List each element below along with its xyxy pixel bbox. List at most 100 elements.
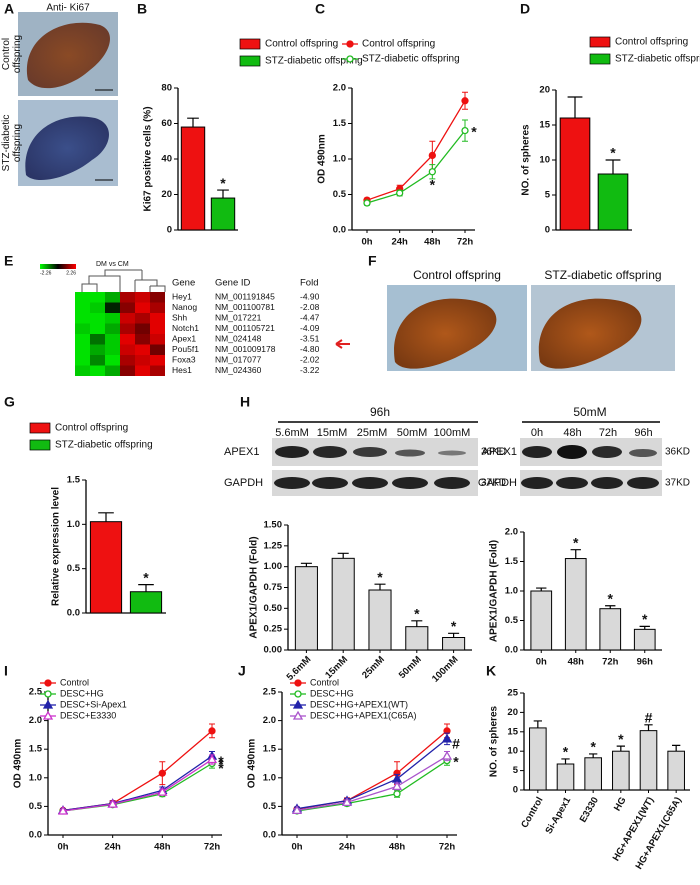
series-line (366, 100, 466, 201)
error-bar (337, 552, 349, 559)
table-cell: NM_017221 (215, 313, 262, 323)
heat-cell (120, 313, 135, 324)
table-cell: Apex1 (172, 334, 196, 344)
protein-label: APEX1 (482, 446, 517, 458)
heat-cell (75, 313, 90, 324)
series-line (296, 760, 448, 812)
bar (639, 730, 658, 791)
table-cell: -4.09 (300, 323, 320, 333)
y-tick-label: 1.25 (264, 540, 283, 551)
x-tick-label: 48h (154, 842, 171, 853)
image-label: Control offspring (413, 268, 501, 282)
heat-cell (135, 334, 150, 345)
y-tick-label: 2.0 (263, 715, 276, 726)
y-axis-label: Ki67 positive cells (%) (143, 106, 154, 211)
annotation: * (610, 145, 616, 161)
table-cell: -3.22 (300, 365, 320, 375)
table-header: Gene ID (215, 278, 251, 289)
y-tick-label: 15 (539, 120, 550, 131)
legend-swatch (239, 38, 261, 50)
annotation: * (642, 611, 648, 627)
legend-label: DESC+HG (310, 688, 354, 698)
bar (210, 197, 236, 231)
y-tick-label: 15 (507, 726, 518, 737)
y-tick-label: 1.5 (505, 556, 519, 567)
heat-cell (90, 365, 105, 376)
table-cell: Nanog (172, 302, 197, 312)
marker (461, 126, 469, 135)
marker (206, 754, 218, 764)
bar (556, 763, 575, 791)
bar (129, 591, 163, 614)
size-label: 36KD (665, 447, 690, 458)
lane-label: 100mM (434, 427, 471, 439)
blots (272, 421, 662, 496)
x-tick-label: 50mM (397, 654, 424, 681)
legend-swatch (589, 53, 611, 65)
marker (294, 679, 302, 687)
y-tick-label: 5 (545, 190, 551, 201)
lane-label: 48h (563, 427, 581, 439)
lane-label: 50mM (397, 427, 428, 439)
table-cell: -4.90 (300, 292, 320, 302)
legend-label: DESC+Si-Apex1 (60, 699, 127, 709)
heat-cell (135, 344, 150, 355)
heat-cell (90, 302, 105, 313)
x-tick-label: 25mM (360, 654, 387, 681)
x-tick-label: 72h (602, 657, 619, 668)
lane-label: 5.6mM (275, 427, 309, 439)
table-cell: -3.51 (300, 334, 320, 344)
marker (158, 769, 166, 777)
protein-label: GAPDH (478, 477, 517, 489)
error-bar (644, 724, 653, 731)
bar (584, 757, 602, 791)
series-line (62, 758, 213, 812)
marker (393, 790, 401, 798)
marker (428, 151, 436, 160)
heat-cell (120, 365, 135, 376)
heat-cell (120, 355, 135, 366)
legend-label: Control offspring (615, 37, 688, 48)
legend-label: Control offspring (265, 39, 338, 50)
heat-cell (150, 355, 165, 366)
dendrogram (81, 269, 166, 292)
y-tick-label: 0.00 (264, 645, 283, 656)
panel-label: I (4, 663, 8, 679)
marker (396, 189, 404, 197)
heat-cell (105, 365, 120, 376)
micrograph-f (387, 285, 675, 371)
x-tick-label: 96h (637, 657, 654, 668)
arrow (335, 339, 350, 349)
scale-label: 2.26 (66, 270, 76, 276)
size-label: 36KD (481, 447, 506, 458)
heat-cell (75, 302, 90, 313)
x-tick-label: E3330 (578, 795, 601, 824)
bar (368, 589, 392, 651)
y-tick-label: 1.5 (29, 744, 43, 755)
table-cell: NM_001100781 (215, 302, 275, 312)
y-tick-label: 0.50 (264, 603, 283, 614)
table-header: Gene (172, 278, 195, 289)
y-tick-label: 10 (507, 746, 518, 757)
error-bar (536, 587, 547, 591)
table-cell: NM_001009178 (215, 344, 276, 354)
table-cell: -2.08 (300, 302, 320, 312)
table-cell: NM_024360 (215, 365, 262, 375)
heat-cell (75, 334, 90, 345)
panel-label: F (368, 253, 377, 269)
lane-label: 96h (634, 427, 652, 439)
panel-label: D (520, 1, 530, 17)
legend-label: DESC+E3330 (60, 710, 116, 720)
heat-cell (75, 292, 90, 303)
heat-cell (150, 334, 165, 345)
marker (341, 797, 353, 807)
heat-cell (105, 302, 120, 313)
heat-cell (120, 302, 135, 313)
annotation: * (563, 744, 569, 760)
x-tick-label: 24h (339, 842, 356, 853)
legend-label: STZ-diabetic offspring (615, 54, 700, 65)
table-cell: Foxa3 (172, 355, 196, 365)
row-label: Controloffspring (1, 35, 23, 73)
heat-cell (120, 334, 135, 345)
